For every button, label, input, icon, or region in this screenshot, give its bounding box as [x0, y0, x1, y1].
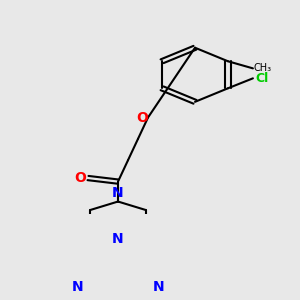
- Text: N: N: [112, 186, 124, 200]
- Text: O: O: [136, 110, 148, 124]
- Text: Cl: Cl: [255, 72, 268, 85]
- Text: CH₃: CH₃: [254, 63, 272, 74]
- Text: O: O: [74, 171, 86, 185]
- Text: N: N: [71, 280, 83, 294]
- Text: N: N: [153, 280, 165, 294]
- Text: N: N: [112, 232, 124, 246]
